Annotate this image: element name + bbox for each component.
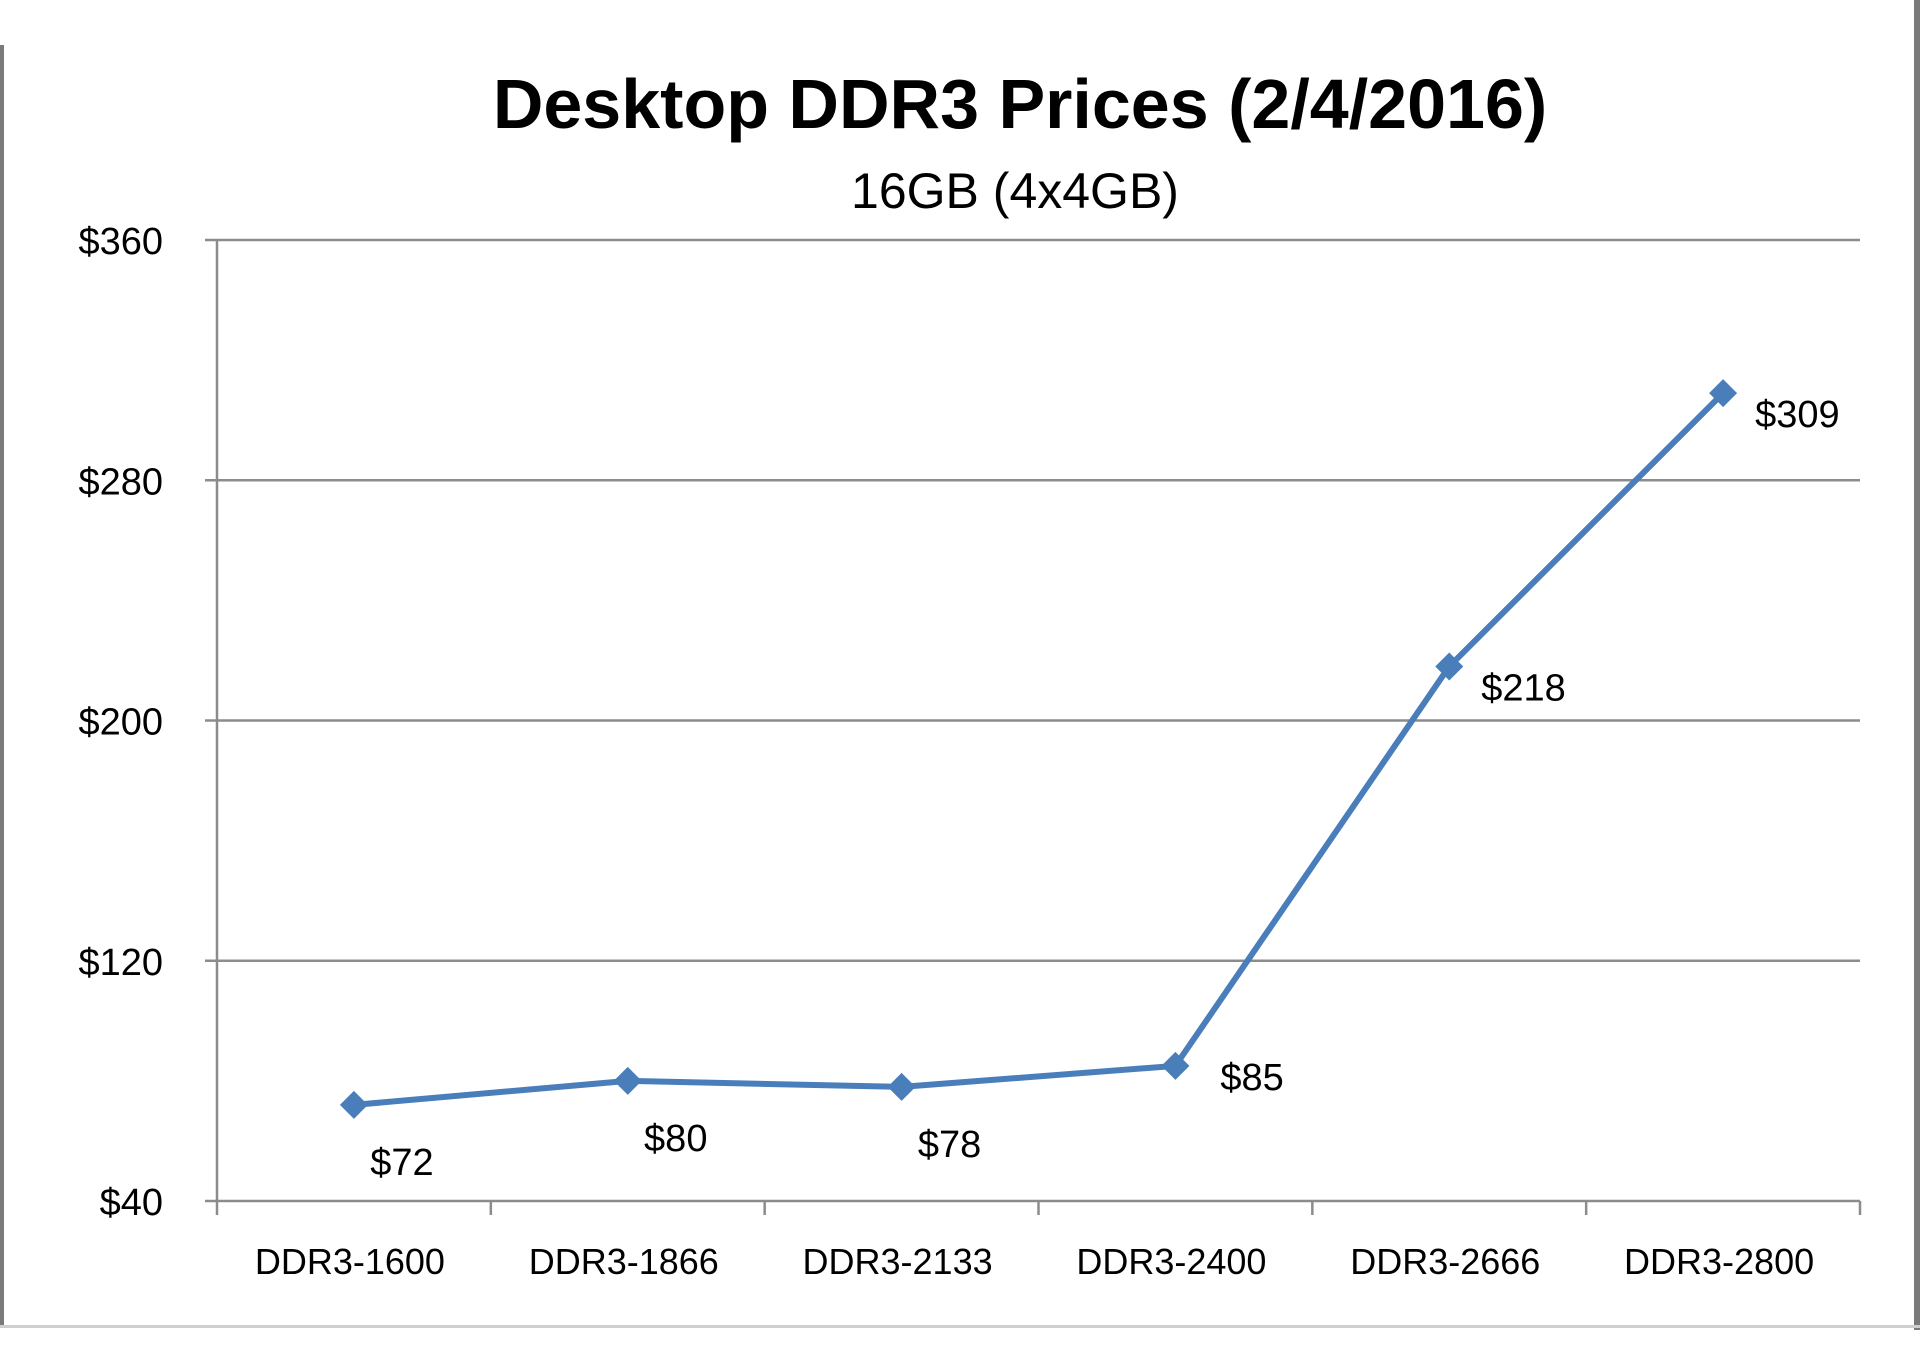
axes	[205, 238, 1862, 1215]
x-tick-label: DDR3-2400	[1076, 1241, 1266, 1282]
y-tick-labels: $40 $120 $200 $280 $360	[78, 221, 163, 1224]
data-label: $309	[1755, 394, 1840, 436]
data-point-marker	[339, 1090, 368, 1119]
y-tick-label: $120	[78, 942, 163, 984]
right-border	[1914, 0, 1920, 1330]
data-label: $72	[370, 1142, 433, 1184]
data-point-marker	[1709, 379, 1738, 408]
data-markers	[339, 379, 1738, 1119]
data-point-marker	[1161, 1051, 1190, 1080]
data-label: $78	[918, 1124, 981, 1166]
series-polyline	[353, 391, 1726, 1108]
x-tick-label: DDR3-1866	[529, 1241, 719, 1282]
bottom-border	[0, 1325, 1920, 1328]
data-point-marker	[613, 1066, 642, 1095]
y-tick-label: $200	[78, 702, 163, 744]
series-line	[353, 391, 1726, 1108]
data-label: $80	[644, 1118, 707, 1160]
grid-lines	[217, 238, 1860, 962]
x-tick-label: DDR3-2133	[803, 1241, 993, 1282]
data-label: $218	[1481, 667, 1566, 709]
x-tick-labels: DDR3-1600 DDR3-1866 DDR3-2133 DDR3-2400 DDR3…	[255, 1241, 1814, 1282]
x-tick-label: DDR3-1600	[255, 1241, 445, 1282]
data-point-marker	[1435, 652, 1464, 681]
data-labels: $72 $80 $78 $85 $218 $309	[370, 394, 1839, 1184]
left-border	[0, 45, 4, 1325]
y-tick-label: $360	[78, 221, 163, 263]
x-tick-label: DDR3-2800	[1624, 1241, 1814, 1282]
y-tick-label: $40	[100, 1182, 163, 1224]
chart-title: Desktop DDR3 Prices (2/4/2016)	[493, 65, 1547, 143]
x-tick-label: DDR3-2666	[1350, 1241, 1540, 1282]
chart-subtitle: 16GB (4x4GB)	[851, 163, 1179, 219]
data-point-marker	[887, 1072, 916, 1101]
y-tick-label: $280	[78, 461, 163, 503]
data-label: $85	[1220, 1057, 1283, 1099]
